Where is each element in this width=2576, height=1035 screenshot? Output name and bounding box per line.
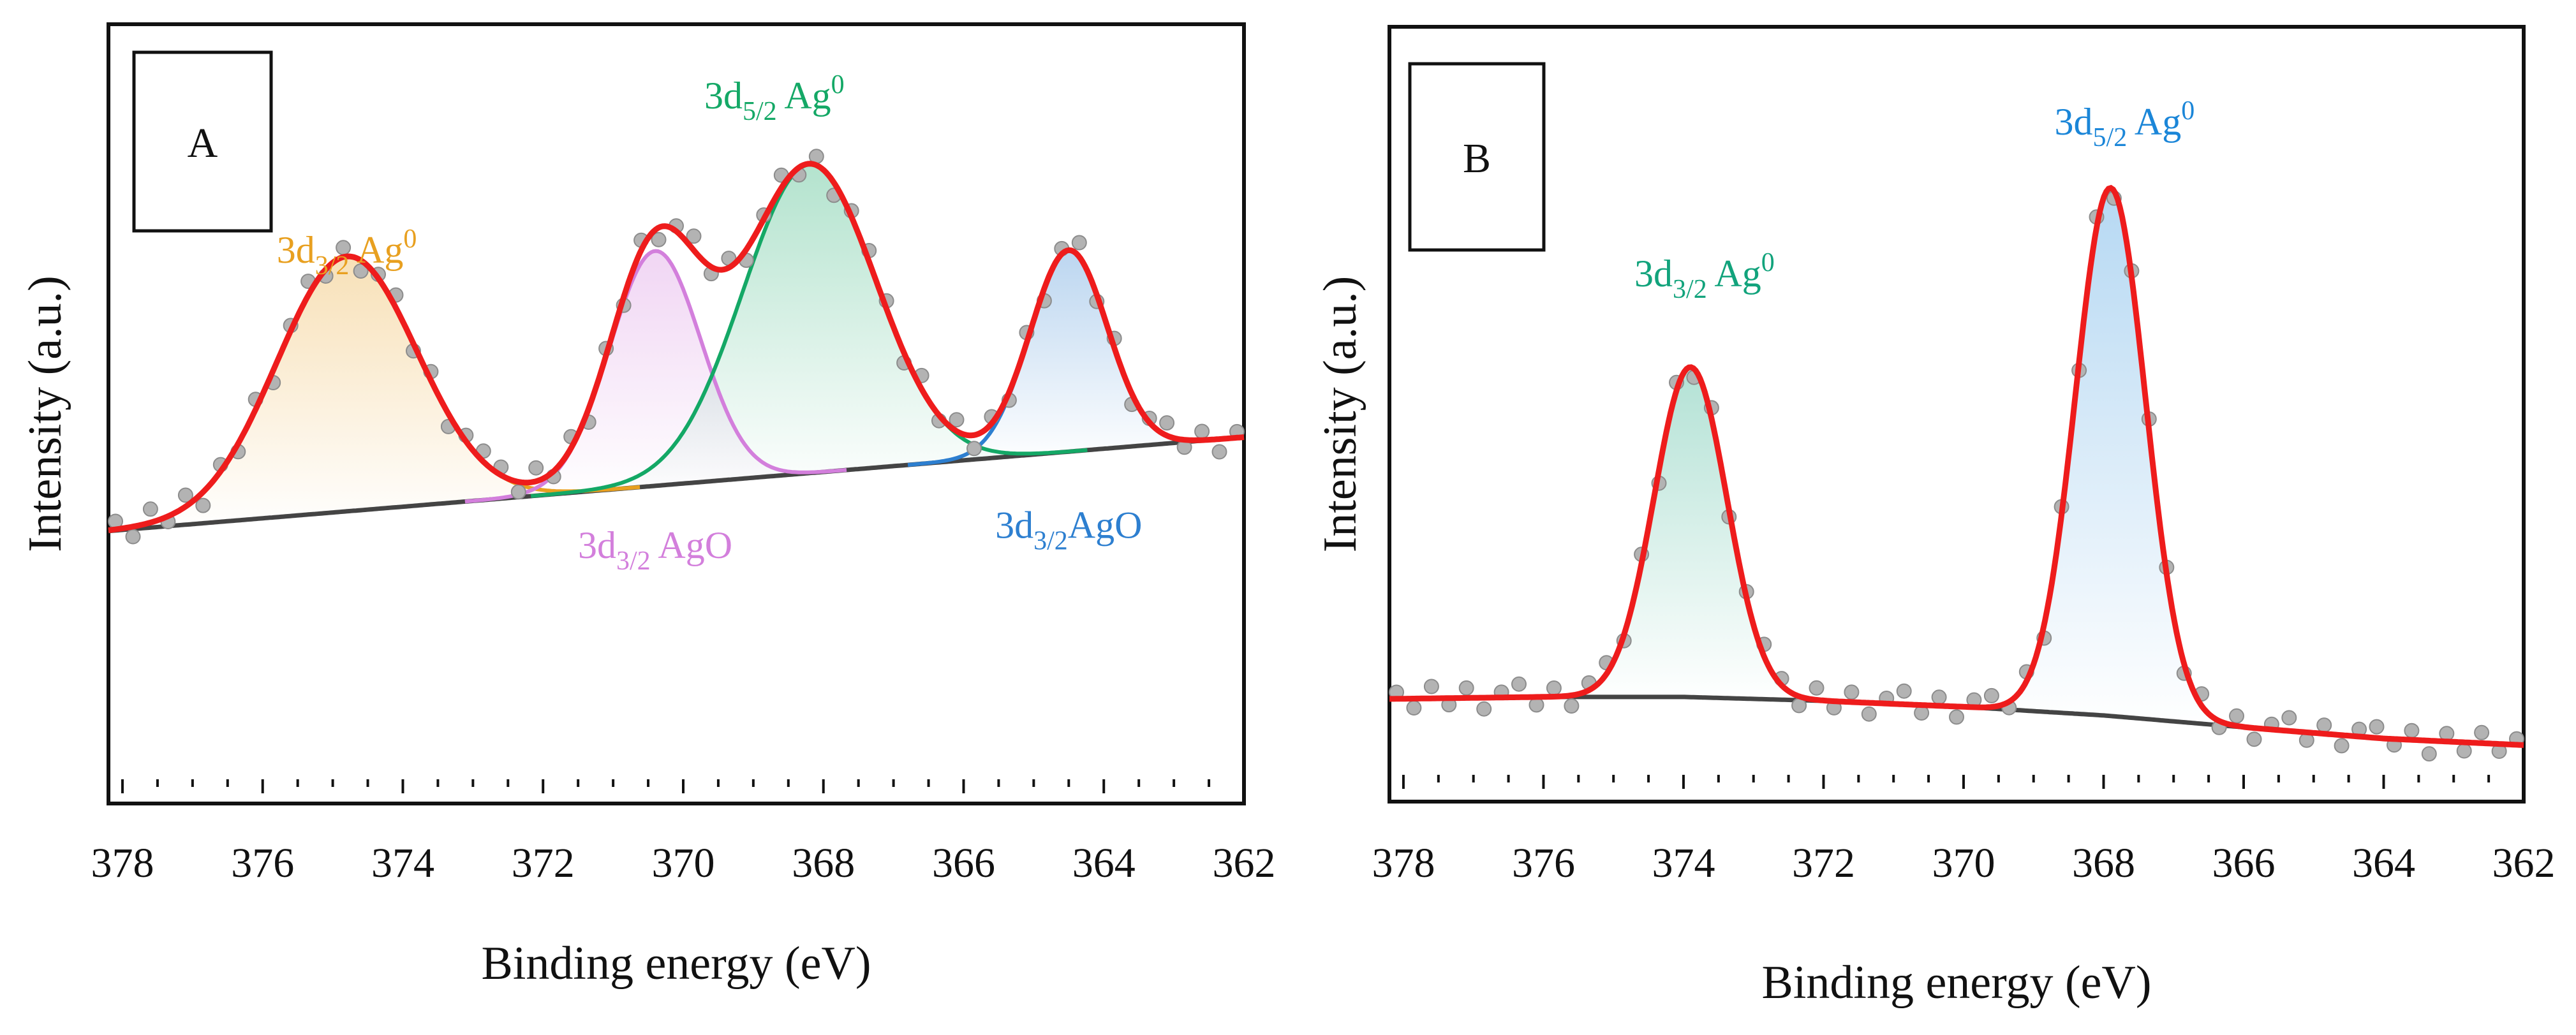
peak-label: 3d3/2AgO — [995, 504, 1142, 555]
x-tick-label: 374 — [371, 840, 434, 886]
x-tick-label: 378 — [91, 840, 154, 886]
component-fill — [1965, 187, 2256, 728]
data-point — [686, 228, 702, 244]
data-point — [2334, 738, 2350, 754]
x-tick-label: 366 — [2212, 840, 2275, 886]
data-point — [528, 460, 544, 476]
panel-letter: A — [188, 120, 218, 166]
data-point — [1194, 423, 1210, 439]
x-tick-label: 370 — [651, 840, 714, 886]
x-tick-label: 372 — [512, 840, 575, 886]
data-point — [1861, 706, 1877, 722]
x-tick-label: 364 — [1072, 840, 1136, 886]
data-point — [1844, 684, 1860, 700]
peak-label: 3d5/2 Ag0 — [704, 70, 845, 126]
data-point — [2421, 746, 2437, 762]
data-point — [142, 501, 158, 517]
x-tick-label: 370 — [1932, 840, 1995, 886]
data-point — [1983, 687, 1999, 703]
peak-label: 3d3/2 AgO — [578, 524, 732, 576]
peak-label: 3d3/2 Ag0 — [277, 224, 417, 281]
panel-letter-box — [132, 50, 273, 233]
peak-label: 3d5/2 Ag0 — [2055, 96, 2195, 152]
fit-envelope — [1389, 184, 2524, 748]
x-tick-label: 368 — [2072, 840, 2135, 886]
data-point — [2456, 743, 2472, 759]
data-point — [1159, 415, 1175, 431]
panel-b: 378 376 374 372 370 368 366 364 362 Binding energ… — [1314, 25, 2556, 1009]
data-point — [1546, 680, 1562, 696]
data-point — [651, 231, 667, 247]
x-axis-title: Binding energy (eV) — [481, 937, 871, 990]
x-tick-label: 374 — [1652, 840, 1715, 886]
component-fill — [108, 256, 640, 531]
data-point — [177, 487, 193, 503]
data-point — [1423, 679, 1439, 694]
fit-envelope — [108, 161, 1245, 533]
data-point — [1071, 235, 1087, 251]
data-point — [1931, 689, 1947, 705]
component-fill — [1539, 367, 1844, 702]
data-point — [1458, 680, 1474, 696]
data-point — [1564, 698, 1580, 714]
data-point — [966, 441, 982, 457]
x-axis-title: Binding energy (eV) — [1761, 957, 2151, 1009]
data-point — [1211, 444, 1227, 460]
data-point — [1476, 701, 1492, 717]
x-tick-label: 376 — [231, 840, 294, 886]
plot-frame — [1388, 25, 2526, 804]
data-point — [1896, 683, 1912, 699]
data-point — [1949, 709, 1964, 725]
data-point — [1529, 697, 1544, 713]
peak-label: 3d3/2 Ag0 — [1634, 248, 1775, 304]
data-point — [1406, 700, 1422, 716]
plot-frame — [107, 22, 1246, 805]
data-point — [510, 484, 526, 500]
y-axis-title: Intensity (a.u.) — [19, 275, 71, 552]
component-fill — [908, 250, 1231, 466]
x-tick-label: 362 — [2492, 840, 2556, 886]
data-point — [2404, 723, 2420, 738]
data-point — [353, 263, 369, 279]
data-point — [195, 497, 211, 513]
component-curve — [464, 249, 847, 504]
panel-letter-box — [1408, 62, 1546, 252]
data-point — [2474, 724, 2490, 740]
x-tick-label: 372 — [1792, 840, 1855, 886]
data-point — [2281, 710, 2297, 726]
data-point — [1809, 680, 1825, 696]
data-point — [2369, 719, 2385, 735]
component-fill — [464, 251, 847, 502]
data-point — [2229, 708, 2244, 724]
data-point — [125, 529, 141, 545]
data-point — [2246, 731, 2262, 747]
data-point — [2316, 717, 2332, 733]
x-tick-label: 366 — [932, 840, 995, 886]
x-tick-label: 378 — [1372, 840, 1435, 886]
x-tick-label: 362 — [1213, 840, 1276, 886]
x-tick-label: 376 — [1512, 840, 1575, 886]
x-tick-label: 368 — [792, 840, 855, 886]
component-fill — [531, 164, 1088, 496]
panel-a: 378 376 374 372 370 368 366 364 362 Binding energ… — [19, 22, 1276, 990]
panel-letter: B — [1463, 135, 1491, 182]
data-point — [949, 412, 965, 428]
data-point — [1511, 676, 1527, 692]
y-axis-title: Intensity (a.u.) — [1314, 276, 1366, 553]
x-tick-label: 364 — [2352, 840, 2415, 886]
